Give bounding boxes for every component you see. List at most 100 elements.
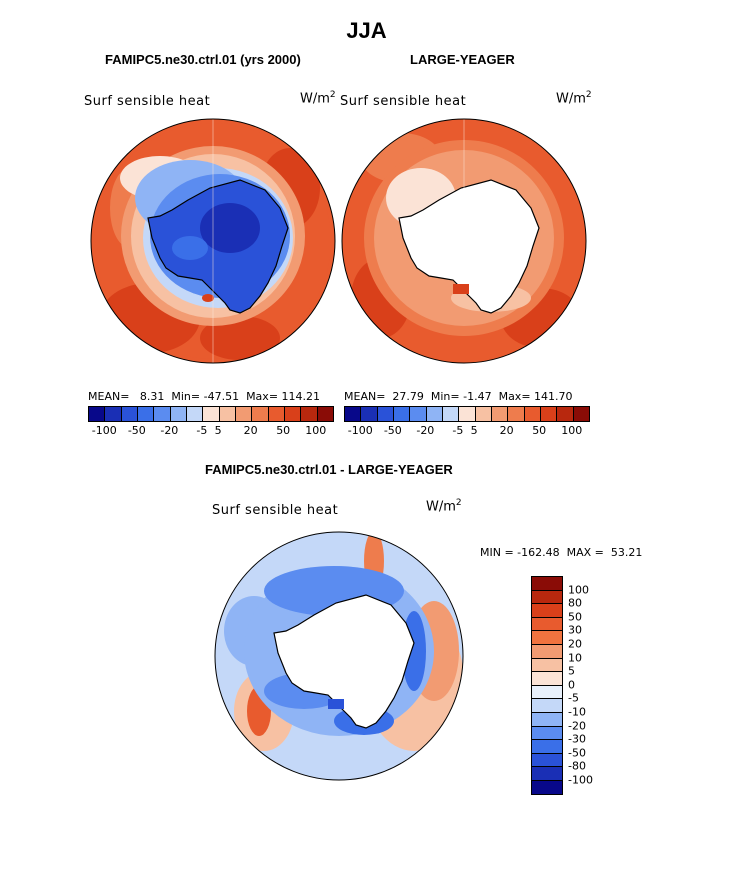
panel2-variable-label: Surf sensible heat xyxy=(340,94,467,109)
colorbar-tick-label: -30 xyxy=(568,732,586,746)
colorbar-swatch xyxy=(301,407,318,421)
colorbar-tick-label: -20 xyxy=(416,424,435,437)
colorbar-swatch xyxy=(235,407,253,421)
colorbar-swatch xyxy=(393,407,411,421)
panel1-title: FAMIPC5.ne30.ctrl.01 (yrs 2000) xyxy=(105,52,301,67)
colorbar-swatch xyxy=(532,740,562,754)
colorbar-swatch xyxy=(532,577,562,591)
colorbar-tick-label: 100 xyxy=(568,583,589,597)
colorbar-swatch xyxy=(361,407,378,421)
panel2-map xyxy=(341,118,587,364)
colorbar-swatch xyxy=(532,672,562,686)
colorbar-tick-label: -50 xyxy=(383,424,402,437)
antarctica-outline xyxy=(273,594,415,729)
panel1-colorbar xyxy=(88,406,334,422)
panel2-colorbar-ticks: -100 -50 -20 -5 5 20 50 100 xyxy=(344,424,588,438)
panel3-units-label: W/m2 xyxy=(426,498,462,515)
colorbar-tick-label: 20 xyxy=(568,637,582,651)
colorbar-swatch xyxy=(532,780,562,794)
panel1-stats: MEAN= 8.31 Min= -47.51 Max= 114.21 xyxy=(88,390,321,403)
colorbar-swatch xyxy=(317,407,333,421)
panel3-colorbar xyxy=(531,576,563,795)
panel1-units-label: W/m2 xyxy=(300,90,336,107)
colorbar-swatch xyxy=(532,767,562,781)
panel1-colorbar-ticks: -100 -50 -20 -5 5 20 50 100 xyxy=(88,424,332,438)
colorbar-tick-label: -20 xyxy=(160,424,179,437)
colorbar-swatch xyxy=(508,407,525,421)
colorbar-tick-label: -5 xyxy=(568,691,579,705)
colorbar-swatch xyxy=(459,407,476,421)
colorbar-swatch xyxy=(268,407,285,421)
colorbar-swatch xyxy=(532,685,562,700)
colorbar-swatch xyxy=(532,726,562,741)
colorbar-swatch xyxy=(532,631,562,645)
colorbar-swatch xyxy=(170,407,187,421)
colorbar-swatch xyxy=(137,407,155,421)
colorbar-swatch xyxy=(105,407,122,421)
colorbar-tick-label: 5 xyxy=(568,664,575,678)
colorbar-swatch xyxy=(219,407,236,421)
colorbar-tick-label: 50 xyxy=(276,424,291,437)
colorbar-tick-label: -50 xyxy=(568,746,586,760)
panel1-variable-label: Surf sensible heat xyxy=(84,94,211,109)
colorbar-tick-label: 50 xyxy=(568,610,582,624)
colorbar-swatch xyxy=(532,712,562,727)
colorbar-swatch xyxy=(532,644,562,659)
panel2-colorbar xyxy=(344,406,590,422)
panel3-colorbar-ticks: 100 80 50 30 20 10 5 0 -5 -10 -20 -30 -50 -80 -100 xyxy=(568,576,608,786)
colorbar-tick-label: 0 xyxy=(568,678,575,692)
panel3-stats: MIN = -162.48 MAX = 53.21 xyxy=(480,546,643,559)
colorbar-swatch xyxy=(121,407,138,421)
colorbar-swatch xyxy=(284,407,302,421)
panel2-title: LARGE-YEAGER xyxy=(410,52,515,67)
colorbar-tick-label: -100 xyxy=(568,773,593,787)
colorbar-tick-label: -100 xyxy=(91,424,117,437)
panel2-stats: MEAN= 27.79 Min= -1.47 Max= 141.70 xyxy=(344,390,573,403)
panel1-map xyxy=(90,118,336,364)
colorbar-swatch xyxy=(252,407,269,421)
colorbar-swatch xyxy=(532,699,562,713)
colorbar-swatch xyxy=(524,407,541,421)
figure-title: JJA xyxy=(346,18,387,43)
antarctica-outline xyxy=(398,179,540,314)
panel2-units-label: W/m2 xyxy=(556,90,592,107)
colorbar-tick-label: -100 xyxy=(347,424,373,437)
colorbar-swatch xyxy=(573,407,589,421)
colorbar-swatch xyxy=(540,407,558,421)
colorbar-swatch xyxy=(410,407,427,421)
colorbar-tick-label: -50 xyxy=(127,424,146,437)
colorbar-tick-label: 10 xyxy=(568,651,582,665)
colorbar-tick-label: 80 xyxy=(568,596,582,610)
colorbar-swatch xyxy=(442,407,460,421)
panel3-title: FAMIPC5.ne30.ctrl.01 - LARGE-YEAGER xyxy=(205,462,453,477)
colorbar-tick-label: -20 xyxy=(568,719,586,733)
colorbar-tick-label: 20 xyxy=(243,424,258,437)
colorbar-swatch xyxy=(491,407,509,421)
colorbar-swatch xyxy=(377,407,394,421)
colorbar-tick-label: -80 xyxy=(568,759,586,773)
colorbar-swatch xyxy=(426,407,443,421)
colorbar-swatch xyxy=(154,407,171,421)
colorbar-swatch xyxy=(186,407,204,421)
colorbar-tick-label: -5 xyxy=(452,424,464,437)
colorbar-tick-label: -5 xyxy=(196,424,208,437)
colorbar-tick-label: 5 xyxy=(214,424,222,437)
colorbar-tick-label: 100 xyxy=(305,424,327,437)
colorbar-tick-label: -10 xyxy=(568,705,586,719)
colorbar-swatch xyxy=(203,407,220,421)
panel3-variable-label: Surf sensible heat xyxy=(212,503,339,518)
colorbar-swatch xyxy=(532,753,562,768)
colorbar-tick-label: 20 xyxy=(499,424,514,437)
colorbar-tick-label: 30 xyxy=(568,623,582,637)
colorbar-swatch xyxy=(89,407,106,421)
colorbar-swatch xyxy=(532,617,562,632)
colorbar-swatch xyxy=(532,604,562,618)
colorbar-tick-label: 5 xyxy=(470,424,478,437)
colorbar-swatch xyxy=(345,407,362,421)
panel3-map xyxy=(214,531,464,781)
colorbar-swatch xyxy=(557,407,574,421)
colorbar-tick-label: 50 xyxy=(532,424,547,437)
colorbar-swatch xyxy=(475,407,492,421)
colorbar-tick-label: 100 xyxy=(561,424,583,437)
colorbar-swatch xyxy=(532,658,562,673)
